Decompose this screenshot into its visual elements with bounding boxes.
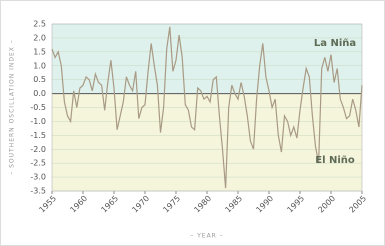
y-tick-label: -3.5 (30, 187, 46, 196)
x-axis-label: – YEAR – (190, 233, 224, 240)
lower-band (52, 93, 362, 191)
y-tick-label: -0.5 (30, 103, 46, 112)
y-tick-label: 2.0 (33, 33, 46, 42)
y-tick-label: 1.0 (33, 61, 46, 70)
plot-border (51, 23, 363, 192)
y-tick-label: 0.5 (33, 75, 46, 84)
y-tick-label: 1.5 (33, 47, 46, 56)
y-tick-label: -2.0 (30, 145, 46, 154)
y-tick-label: -1.0 (30, 117, 46, 126)
y-tick-label: -1.5 (30, 131, 46, 140)
series-line (51, 26, 363, 189)
annotation: El Niño (315, 155, 355, 166)
y-tick-label: 0.0 (33, 89, 46, 98)
y-tick-label: -3.0 (30, 173, 46, 182)
upper-band (52, 24, 362, 94)
y-axis-label: – SOUTHERN OSCILLATION INDEX – (9, 39, 16, 175)
annotation: La Niña (314, 38, 356, 49)
y-tick-label: -2.5 (30, 159, 46, 168)
plot: 2.5 2.0 1.5 1.0 0.5 0.0 -0.5 -1.0 -1.5 -2.0 -2.5 -3… (30, 20, 368, 215)
y-tick-label: 2.5 (33, 20, 46, 29)
